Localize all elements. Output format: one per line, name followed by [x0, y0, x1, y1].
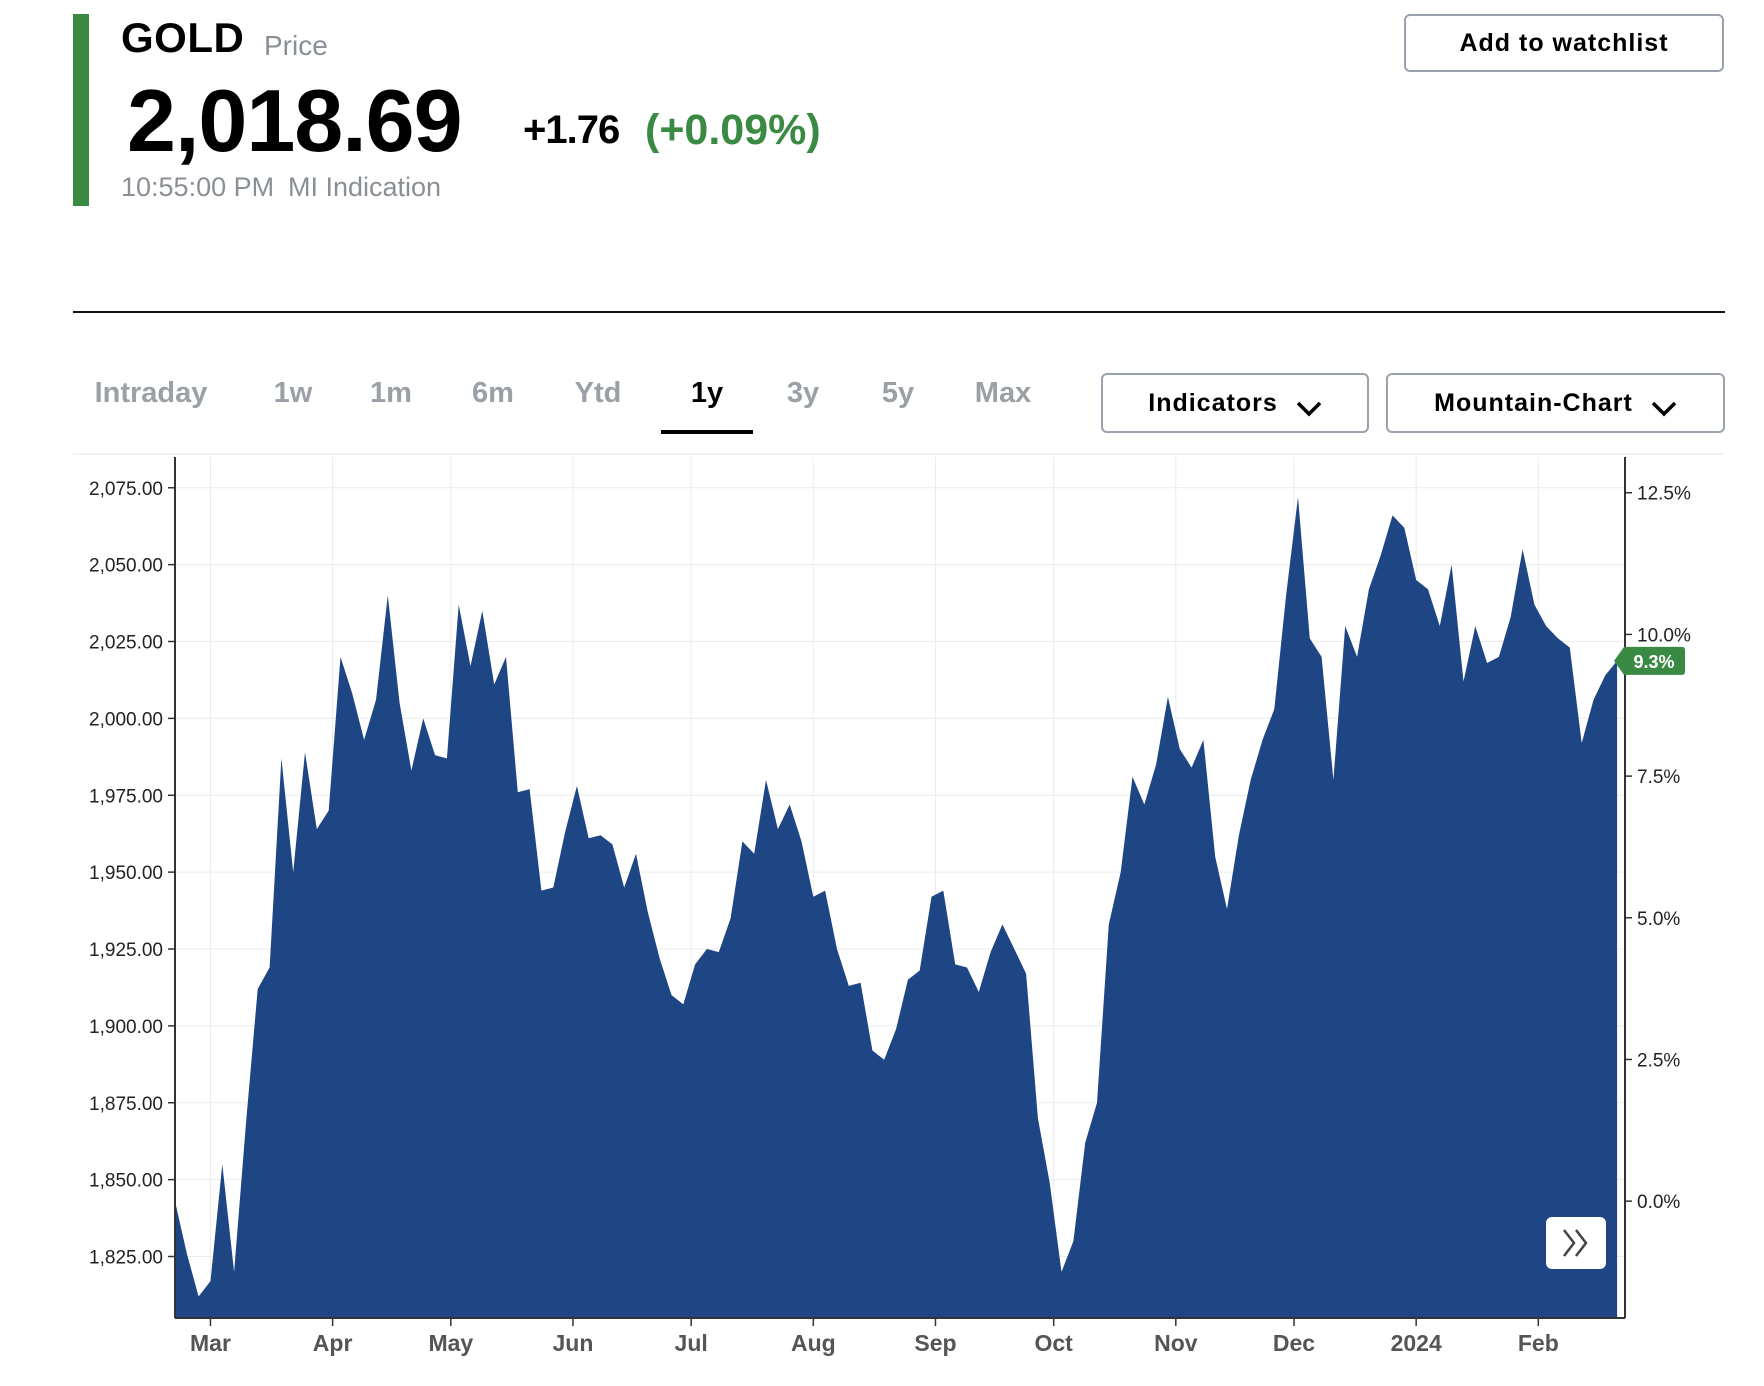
y-tick-label: 1,850.00: [89, 1171, 163, 1192]
y2-tick-label: 5.0%: [1637, 909, 1680, 930]
y2-tick-label: 7.5%: [1637, 767, 1680, 788]
x-tick-label: Nov: [1154, 1330, 1198, 1356]
y2-tick-label: 0.0%: [1637, 1192, 1680, 1213]
x-tick-label: Mar: [190, 1330, 231, 1356]
quote-time: 10:55:00 PM: [121, 172, 275, 202]
y-tick-label: 2,000.00: [89, 709, 163, 730]
y-tick-label: 1,825.00: [89, 1248, 163, 1269]
price-change-percent: (+0.09%): [645, 106, 821, 154]
y2-tick-label: 12.5%: [1637, 484, 1691, 505]
tab-1w[interactable]: 1w: [273, 377, 313, 409]
y-tick-label: 1,950.00: [89, 863, 163, 884]
y-tick-label: 2,025.00: [89, 633, 163, 654]
chart-svg: 1,825.00 1,850.00 1,875.00 1,900.00 1,925.00…: [73, 453, 1725, 1356]
y-tick-label: 1,875.00: [89, 1094, 163, 1115]
double-chevron-right-icon: [1575, 1229, 1588, 1257]
tab-1m[interactable]: 1m: [370, 377, 412, 409]
tab-max[interactable]: Max: [974, 377, 1032, 409]
double-chevron-right-icon: [1563, 1229, 1576, 1257]
expand-chart-button[interactable]: [1546, 1217, 1606, 1269]
tab-intraday[interactable]: Intraday: [94, 377, 208, 409]
y2-tick-label: 2.5%: [1637, 1050, 1680, 1071]
x-tick-label: Sep: [914, 1330, 956, 1356]
tab-ytd[interactable]: Ytd: [574, 377, 622, 409]
x-tick-label: Aug: [791, 1330, 836, 1356]
x-tick-label: Dec: [1273, 1330, 1315, 1356]
y-tick-label: 2,075.00: [89, 479, 163, 500]
last-change-badge-label: 9.3%: [1633, 652, 1674, 672]
tab-1y[interactable]: 1y: [661, 370, 753, 436]
y2-tick-label: 10.0%: [1637, 625, 1691, 646]
tab-6m[interactable]: 6m: [472, 377, 514, 409]
x-tick-label: May: [428, 1330, 473, 1356]
chart-type-label: Mountain-Chart: [1434, 388, 1633, 417]
price-change: +1.76: [523, 108, 620, 152]
price-area: [175, 497, 1618, 1318]
x-tick-label: Feb: [1518, 1330, 1559, 1356]
last-price: 2,018.69: [127, 71, 463, 170]
indicators-dropdown[interactable]: Indicators: [1101, 373, 1369, 433]
y-tick-label: 1,925.00: [89, 940, 163, 961]
x-tick-label: Jul: [675, 1330, 708, 1356]
accent-bar: [73, 14, 89, 206]
last-change-badge: [1614, 646, 1685, 675]
chevron-down-icon: [1651, 395, 1677, 417]
range-tabs: Intraday 1w 1m 6m Ytd 1y 3y 5y Max: [73, 370, 1033, 436]
x-tick-label: Jun: [553, 1330, 594, 1356]
x-tick-label: 2024: [1391, 1330, 1442, 1356]
x-tick-label: Apr: [313, 1330, 353, 1356]
tab-3y[interactable]: 3y: [786, 377, 820, 409]
y-tick-label: 2,050.00: [89, 556, 163, 577]
y-tick-label: 1,975.00: [89, 786, 163, 807]
price-chart[interactable]: 1,825.00 1,850.00 1,875.00 1,900.00 1,925.00…: [73, 452, 1725, 1386]
price-label: Price: [264, 30, 328, 61]
chevron-down-icon: [1296, 395, 1322, 417]
add-to-watchlist-button[interactable]: Add to watchlist: [1404, 14, 1724, 72]
y-tick-label: 1,900.00: [89, 1017, 163, 1038]
x-tick-label: Oct: [1034, 1330, 1073, 1356]
indicators-label: Indicators: [1148, 388, 1278, 417]
header-divider: [73, 311, 1725, 313]
ticker-symbol: GOLD: [121, 14, 245, 61]
tab-5y[interactable]: 5y: [881, 377, 915, 409]
quote-source: MI Indication: [288, 172, 442, 202]
chart-type-dropdown[interactable]: Mountain-Chart: [1386, 373, 1725, 433]
